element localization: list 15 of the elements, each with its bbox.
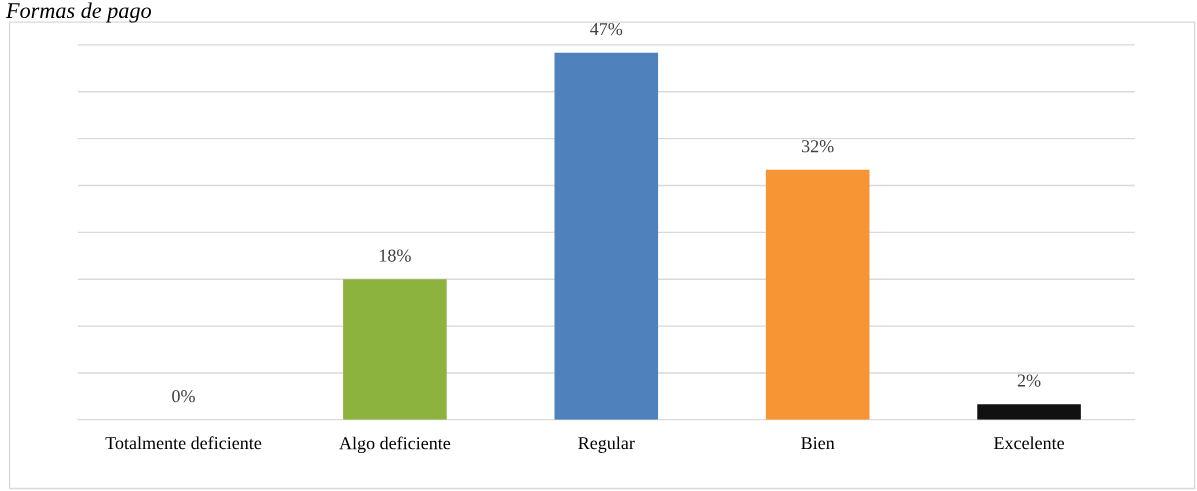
bar: [343, 279, 447, 420]
data-label: 18%: [379, 249, 411, 262]
x-tick-label: Totalmente deficiente: [105, 436, 262, 450]
bar: [765, 169, 870, 420]
x-tick-label: Excelente: [993, 436, 1065, 450]
x-tick-label: Bien: [801, 437, 835, 450]
data-label: 47%: [590, 22, 623, 36]
data-label: 32%: [801, 140, 834, 153]
data-label: 2%: [1017, 374, 1041, 387]
data-label: 0%: [172, 390, 195, 403]
x-tick-label: Algo deficiente: [339, 436, 451, 454]
chart-title: Formas de pago: [5, 2, 151, 23]
x-tick-label: Regular: [578, 436, 635, 453]
bar: [554, 52, 659, 420]
bar: [977, 404, 1081, 420]
